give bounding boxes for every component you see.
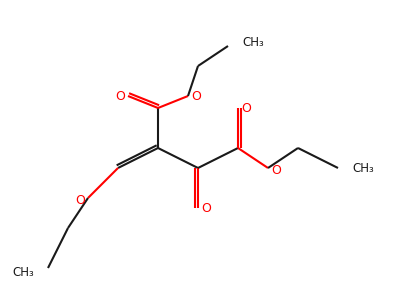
Text: CH₃: CH₃ bbox=[352, 161, 374, 175]
Text: O: O bbox=[75, 194, 85, 206]
Text: O: O bbox=[115, 89, 125, 103]
Text: CH₃: CH₃ bbox=[12, 266, 34, 278]
Text: O: O bbox=[271, 164, 281, 176]
Text: O: O bbox=[191, 89, 201, 103]
Text: O: O bbox=[201, 202, 211, 214]
Text: O: O bbox=[241, 101, 251, 115]
Text: CH₃: CH₃ bbox=[242, 35, 264, 49]
